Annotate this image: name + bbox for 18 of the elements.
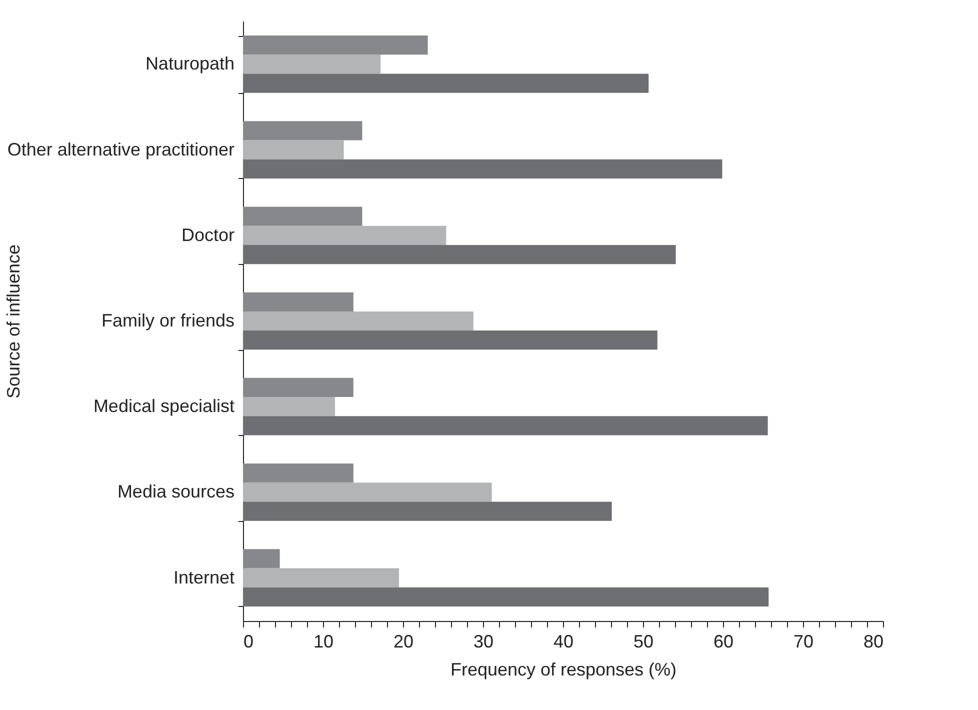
x-tick-label: 20 [393,632,414,652]
y-tick-label: Medical specialist [93,396,234,416]
x-tick-label: 70 [793,632,814,652]
y-axis-title: Source of influence [4,244,24,399]
x-tick-label: 10 [313,632,334,652]
y-tick-label: Other alternative practitioner [7,139,235,160]
x-tick-label: 0 [244,632,254,652]
y-tick-label: Media sources [117,482,234,502]
y-tick-label: Naturopath [145,54,234,74]
x-tick-label: 30 [473,632,494,652]
x-axis-title: Frequency of responses (%) [450,660,677,680]
x-tick-label: 80 [863,632,884,652]
x-tick-label: 50 [633,632,654,652]
y-tick-label: Family or friends [101,310,234,330]
y-tick-label: Internet [173,567,234,588]
x-tick-label: 40 [553,632,574,652]
y-tick-label: Doctor [181,224,235,245]
x-tick-label: 60 [713,632,734,652]
